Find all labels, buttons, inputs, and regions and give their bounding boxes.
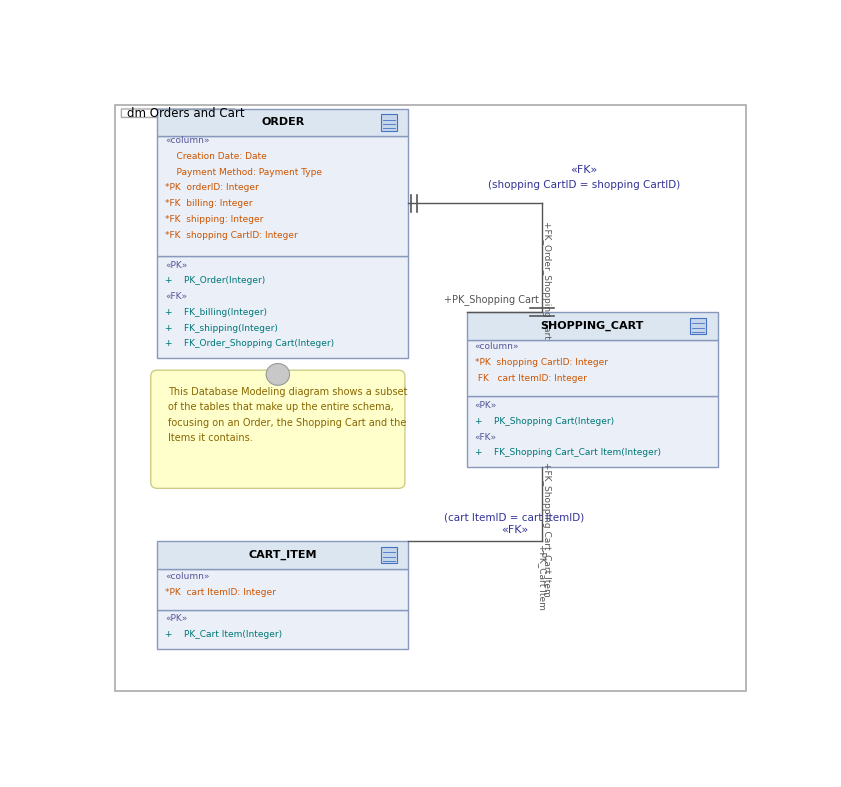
FancyBboxPatch shape xyxy=(381,114,397,131)
Text: «FK»: «FK» xyxy=(570,165,598,175)
Text: +PK_Shopping Cart: +PK_Shopping Cart xyxy=(444,294,539,305)
Bar xyxy=(467,396,717,467)
Text: Creation Date: Date: Creation Date: Date xyxy=(165,152,267,161)
Bar xyxy=(157,609,408,649)
FancyBboxPatch shape xyxy=(151,370,405,488)
Text: (shopping CartID = shopping CartID): (shopping CartID = shopping CartID) xyxy=(488,180,680,190)
FancyBboxPatch shape xyxy=(381,547,397,563)
Text: «FK»: «FK» xyxy=(500,526,528,535)
Bar xyxy=(157,568,408,609)
Text: +    FK_Shopping Cart_Cart Item(Integer): + FK_Shopping Cart_Cart Item(Integer) xyxy=(474,449,661,457)
Text: ORDER: ORDER xyxy=(261,117,304,127)
Text: *PK  orderID: Integer: *PK orderID: Integer xyxy=(165,183,259,192)
Text: Payment Method: Payment Type: Payment Method: Payment Type xyxy=(165,168,322,176)
Bar xyxy=(157,109,408,136)
Text: CART_ITEM: CART_ITEM xyxy=(248,550,317,560)
Text: SHOPPING_CART: SHOPPING_CART xyxy=(541,321,644,331)
Text: +    FK_billing(Integer): + FK_billing(Integer) xyxy=(165,308,267,317)
Text: +    PK_Order(Integer): + PK_Order(Integer) xyxy=(165,276,266,286)
Text: *FK  shipping: Integer: *FK shipping: Integer xyxy=(165,215,263,224)
Text: «PK»: «PK» xyxy=(165,615,188,623)
Text: *FK  billing: Integer: *FK billing: Integer xyxy=(165,199,252,208)
Bar xyxy=(157,541,408,568)
Text: +FK_Shopping Cart_Cart Item: +FK_Shopping Cart_Cart Item xyxy=(542,462,551,597)
Text: *PK  shopping CartID: Integer: *PK shopping CartID: Integer xyxy=(474,358,608,367)
Text: +FK_Order_Shopping Cart: +FK_Order_Shopping Cart xyxy=(542,221,551,339)
Text: «column»: «column» xyxy=(165,136,209,145)
FancyBboxPatch shape xyxy=(690,318,706,334)
Text: +    FK_shipping(Integer): + FK_shipping(Integer) xyxy=(165,323,278,333)
Text: «column»: «column» xyxy=(474,342,519,351)
Text: «PK»: «PK» xyxy=(474,401,497,410)
Text: +    FK_Order_Shopping Cart(Integer): + FK_Order_Shopping Cart(Integer) xyxy=(165,339,334,349)
Polygon shape xyxy=(121,109,235,117)
Text: *PK  cart ItemID: Integer: *PK cart ItemID: Integer xyxy=(165,588,276,597)
Text: +    PK_Cart Item(Integer): + PK_Cart Item(Integer) xyxy=(165,630,283,639)
Bar xyxy=(157,136,408,256)
Circle shape xyxy=(266,364,289,386)
Text: +    PK_Shopping Cart(Integer): + PK_Shopping Cart(Integer) xyxy=(474,417,614,426)
Text: *FK  shopping CartID: Integer: *FK shopping CartID: Integer xyxy=(165,231,298,239)
Bar xyxy=(467,312,717,339)
Text: (cart ItemID = cart ItemID): (cart ItemID = cart ItemID) xyxy=(444,512,584,522)
Text: dm Orders and Cart: dm Orders and Cart xyxy=(127,107,245,120)
Text: FK   cart ItemID: Integer: FK cart ItemID: Integer xyxy=(474,374,586,382)
Text: «FK»: «FK» xyxy=(165,292,188,301)
Text: «FK»: «FK» xyxy=(474,433,497,442)
Bar xyxy=(467,339,717,396)
Bar xyxy=(157,256,408,358)
Text: This Database Modeling diagram shows a subset
of the tables that make up the ent: This Database Modeling diagram shows a s… xyxy=(167,387,407,443)
Text: «column»: «column» xyxy=(165,572,209,581)
Text: «PK»: «PK» xyxy=(165,260,188,270)
Text: +PK_Cart Item: +PK_Cart Item xyxy=(537,545,547,610)
